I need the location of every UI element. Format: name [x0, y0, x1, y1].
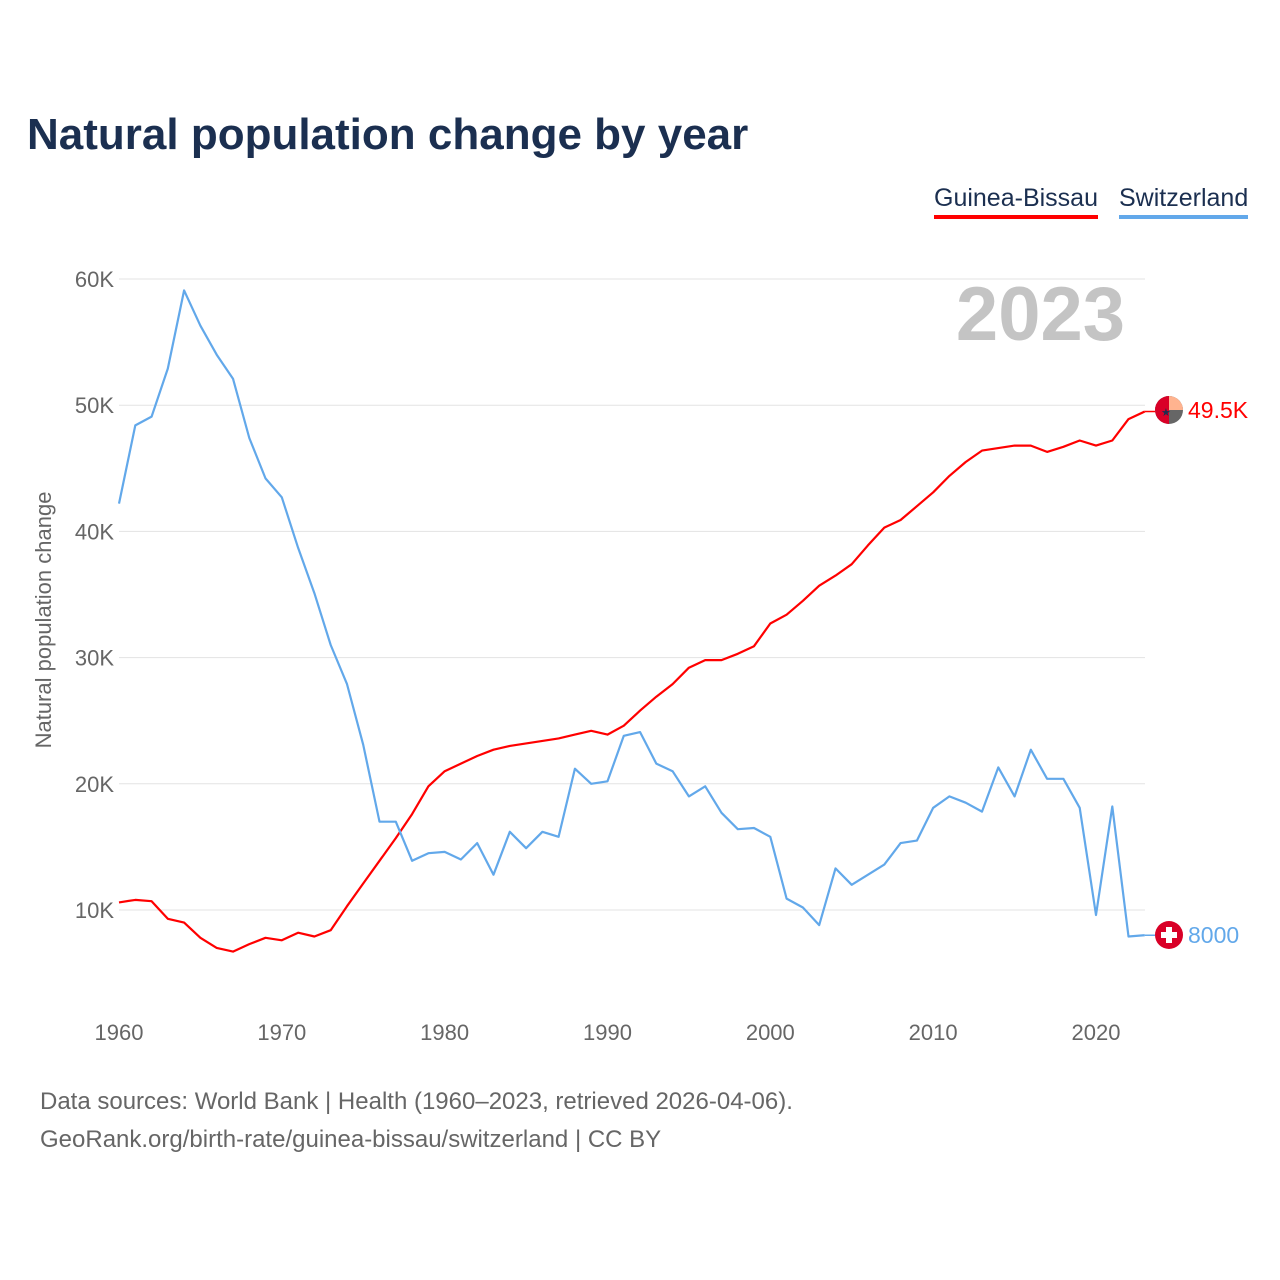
guinea-bissau-flag-icon: ★	[1155, 396, 1183, 424]
y-tick-label: 40K	[75, 519, 114, 544]
legend-guinea-bissau[interactable]: Guinea-Bissau	[934, 184, 1098, 219]
y-tick-label: 20K	[75, 772, 114, 797]
y-tick-label: 60K	[75, 267, 114, 292]
svg-text:★: ★	[1161, 407, 1171, 419]
chart-title: Natural population change by year	[27, 110, 749, 159]
switzerland-flag-icon	[1155, 921, 1183, 949]
x-tick-label: 1960	[95, 1020, 144, 1045]
y-tick-label: 10K	[75, 898, 114, 923]
y-tick-label: 50K	[75, 393, 114, 418]
y-tick-label: 30K	[75, 646, 114, 671]
legend-switzerland[interactable]: Switzerland	[1119, 184, 1249, 219]
current-year-label: 2023	[956, 272, 1125, 357]
footer-sources: Data sources: World Bank | Health (1960–…	[40, 1088, 793, 1115]
x-tick-label: 1990	[583, 1020, 632, 1045]
series-line-switzerland[interactable]	[117, 289, 1145, 938]
x-tick-label: 2000	[746, 1020, 795, 1045]
guinea-bissau-end-label: 49.5K	[1188, 397, 1249, 423]
x-tick-label: 1970	[257, 1020, 306, 1045]
x-tick-label: 1980	[420, 1020, 469, 1045]
footer-link[interactable]: GeoRank.org/birth-rate/guinea-bissau/swi…	[40, 1126, 662, 1153]
switzerland-end-label: 8000	[1188, 922, 1239, 948]
x-tick-label: 2010	[909, 1020, 958, 1045]
series-line-guinea-bissau[interactable]	[118, 410, 1146, 953]
x-tick-label: 2020	[1072, 1020, 1121, 1045]
y-axis-label: Natural population change	[31, 492, 56, 749]
